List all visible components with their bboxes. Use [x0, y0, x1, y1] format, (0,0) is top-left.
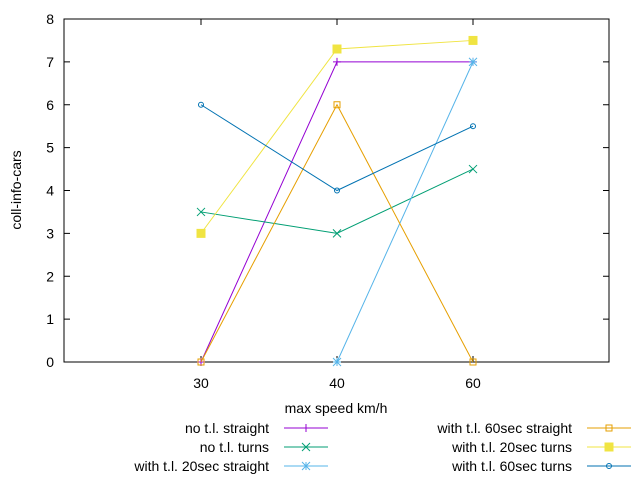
data-point: [468, 35, 478, 45]
legend: no t.l. straight no t.l. turns with t.l. 2…: [133, 420, 631, 474]
data-point: [604, 442, 614, 452]
legend-entry: with t.l. 20sec straight: [133, 458, 328, 474]
y-tick-label: 7: [46, 54, 54, 70]
data-point: [332, 357, 342, 367]
legend-entry: with t.l. 60sec straight: [436, 420, 631, 436]
data-point: [334, 187, 340, 194]
x-axis-label: max speed km/h: [285, 400, 388, 416]
y-tick-label: 3: [46, 225, 54, 241]
y-tick-label: 2: [46, 268, 54, 284]
legend-label: with t.l. 60sec straight: [436, 420, 572, 436]
y-tick-label: 4: [46, 183, 54, 199]
data-point: [301, 461, 311, 471]
legend-label: no t.l. straight: [185, 420, 269, 436]
data-point: [196, 207, 206, 217]
y-tick-label: 5: [46, 140, 54, 156]
data-point: [197, 358, 205, 366]
data-point: [468, 164, 478, 174]
data-point: [468, 57, 478, 67]
series-6: [198, 101, 476, 194]
x-tick-label: 60: [465, 375, 481, 391]
data-point: [333, 57, 341, 66]
data-point: [196, 228, 206, 238]
data-point: [470, 123, 476, 130]
y-axis-ticks: 0 1 2 3 4 5 6 7 8: [46, 11, 609, 370]
series-5: [196, 35, 478, 238]
series-2: [196, 164, 478, 238]
x-tick-label: 30: [193, 375, 209, 391]
y-tick-label: 0: [46, 354, 54, 370]
data-point: [302, 424, 310, 432]
series-group: [196, 35, 478, 367]
series-line: [200, 104, 474, 192]
legend-entry: no t.l. straight: [185, 420, 328, 436]
y-tick-label: 1: [46, 311, 54, 327]
y-tick-label: 8: [46, 11, 54, 27]
series-3: [332, 57, 478, 367]
data-point: [469, 358, 477, 366]
data-point: [606, 463, 612, 469]
data-point: [301, 442, 311, 452]
legend-label: no t.l. turns: [200, 439, 269, 455]
data-point: [332, 44, 342, 54]
x-axis-ticks: 30 40 60: [193, 19, 481, 391]
legend-entry: no t.l. turns: [200, 439, 328, 455]
data-point: [332, 229, 342, 238]
x-tick-label: 40: [329, 375, 345, 391]
data-point: [605, 424, 613, 432]
y-axis-label: coll-info-cars: [8, 150, 24, 229]
data-point: [198, 101, 204, 108]
legend-label: with t.l. 20sec straight: [133, 458, 269, 474]
series-line: [200, 39, 474, 234]
legend-entry: with t.l. 20sec turns: [451, 439, 631, 455]
y-tick-label: 6: [46, 97, 54, 113]
legend-label: with t.l. 20sec turns: [451, 439, 572, 455]
series-line: [200, 61, 473, 363]
legend-label: with t.l. 60sec turns: [451, 458, 572, 474]
data-point: [333, 101, 341, 109]
series-line: [336, 61, 474, 363]
legend-entry: with t.l. 60sec turns: [451, 458, 631, 474]
series-line: [200, 103, 474, 363]
series-4: [197, 101, 477, 366]
